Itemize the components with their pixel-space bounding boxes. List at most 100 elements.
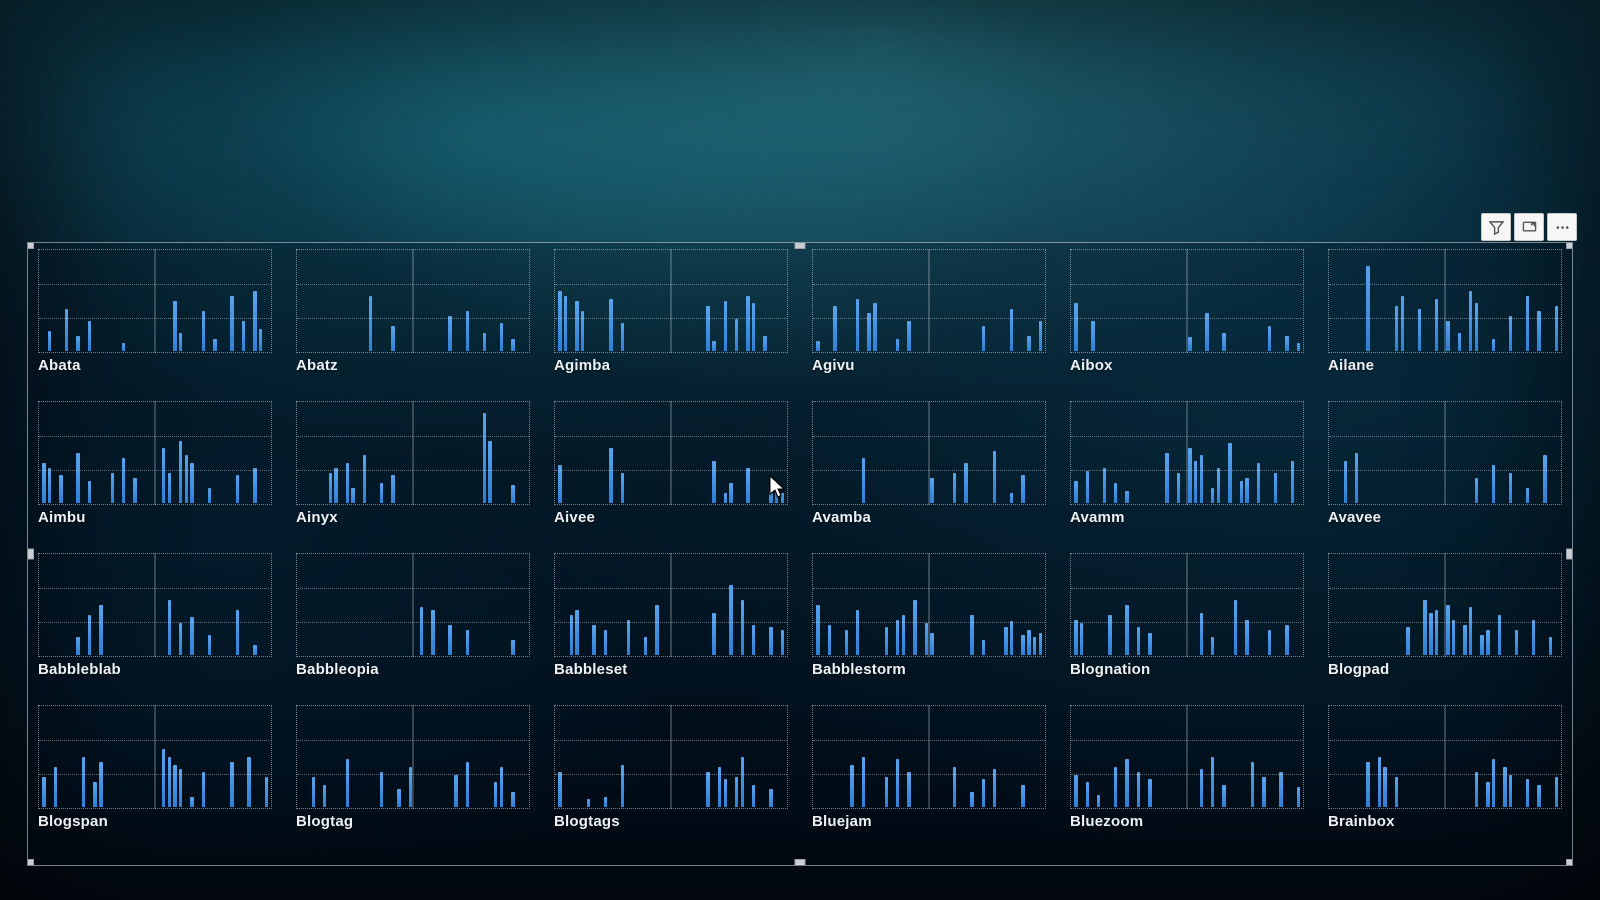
chart-cell[interactable]: Blogtag <box>296 705 530 841</box>
bar <box>483 413 486 503</box>
bar <box>1194 461 1197 503</box>
bar <box>862 757 865 807</box>
chart-cell[interactable]: Babblestorm <box>812 553 1046 689</box>
chart-cell[interactable]: Babbleset <box>554 553 788 689</box>
bar <box>88 321 91 351</box>
bar <box>323 785 326 807</box>
bar <box>190 797 193 807</box>
panel-scroll-area[interactable]: AbataAbatzAgimbaAgivuAiboxAilane AimbuAin… <box>28 243 1572 865</box>
mini-bar-chart <box>1328 705 1562 809</box>
bar <box>1458 333 1461 351</box>
bar-series <box>1331 555 1559 655</box>
bar <box>581 311 584 351</box>
chart-plot-area <box>812 401 1046 505</box>
chart-cell[interactable]: Avamba <box>812 401 1046 537</box>
bar <box>168 600 171 655</box>
bar-series <box>299 555 527 655</box>
small-multiples-panel[interactable]: AbataAbatzAgimbaAgivuAiboxAilane AimbuAin… <box>27 242 1573 866</box>
bar <box>724 493 727 503</box>
chart-cell[interactable]: Babbleblab <box>38 553 272 689</box>
bar-series <box>299 403 527 503</box>
focus-icon <box>1522 220 1537 235</box>
chart-cell[interactable]: Babbleopia <box>296 553 530 689</box>
mini-bar-chart <box>296 249 530 353</box>
bar-series <box>299 707 527 807</box>
resize-handle-bc[interactable] <box>795 859 806 866</box>
chart-cell[interactable]: Ailane <box>1328 249 1562 385</box>
bar <box>706 772 709 807</box>
chart-plot-area <box>296 249 530 353</box>
chart-cell[interactable]: Blognation <box>1070 553 1304 689</box>
bar-series <box>41 251 269 351</box>
resize-handle-tc[interactable] <box>795 242 806 249</box>
resize-handle-lc[interactable] <box>27 549 34 560</box>
chart-cell[interactable]: Blogpad <box>1328 553 1562 689</box>
resize-handle-tr[interactable] <box>1566 242 1573 249</box>
chart-cell[interactable]: Bluejam <box>812 705 1046 841</box>
bar <box>122 343 125 351</box>
bar <box>1108 615 1111 655</box>
chart-cell[interactable]: Avamm <box>1070 401 1304 537</box>
bar <box>1262 777 1265 807</box>
chart-plot-area <box>38 553 272 657</box>
chart-plot-area <box>812 553 1046 657</box>
chart-cell[interactable]: Avavee <box>1328 401 1562 537</box>
focus-mode-button[interactable] <box>1514 213 1544 241</box>
bar <box>1406 627 1409 655</box>
bar <box>982 640 985 655</box>
bar <box>1297 787 1300 807</box>
bar <box>862 458 865 503</box>
chart-label: Bluejam <box>812 813 1046 830</box>
bar <box>1021 635 1024 655</box>
resize-handle-tl[interactable] <box>27 242 34 249</box>
chart-cell[interactable]: Abata <box>38 249 272 385</box>
bar <box>885 627 888 655</box>
bar <box>179 769 182 807</box>
bar <box>1492 339 1495 351</box>
bar-series <box>557 555 785 655</box>
bar <box>907 321 910 351</box>
mini-bar-chart <box>38 249 272 353</box>
bar <box>1537 311 1540 351</box>
chart-cell[interactable]: Aivee <box>554 401 788 537</box>
chart-cell[interactable]: Agimba <box>554 249 788 385</box>
bar <box>1452 620 1455 655</box>
bar <box>1010 493 1013 503</box>
chart-cell[interactable]: Aibox <box>1070 249 1304 385</box>
bar <box>885 777 888 807</box>
resize-handle-rc[interactable] <box>1566 549 1573 560</box>
bar <box>816 605 819 655</box>
bar <box>1080 623 1083 655</box>
bar <box>1486 630 1489 655</box>
mini-bar-chart <box>554 553 788 657</box>
resize-handle-bl[interactable] <box>27 859 34 866</box>
bar <box>208 635 211 655</box>
bar <box>896 339 899 351</box>
chart-cell[interactable]: Agivu <box>812 249 1046 385</box>
chart-cell[interactable]: Bluezoom <box>1070 705 1304 841</box>
bar <box>718 767 721 807</box>
filter-button[interactable] <box>1481 213 1511 241</box>
chart-cell[interactable]: Ainyx <box>296 401 530 537</box>
chart-cell[interactable]: Aimbu <box>38 401 272 537</box>
chart-cell[interactable]: Brainbox <box>1328 705 1562 841</box>
chart-cell[interactable]: Abatz <box>296 249 530 385</box>
bar <box>1097 795 1100 807</box>
bar <box>845 630 848 655</box>
more-options-button[interactable] <box>1547 213 1577 241</box>
bar <box>1205 313 1208 351</box>
bar <box>1486 782 1489 807</box>
bar <box>712 613 715 655</box>
bar <box>208 488 211 503</box>
bar <box>1200 769 1203 807</box>
chart-cell[interactable]: Blogtags <box>554 705 788 841</box>
bar <box>621 765 624 807</box>
bar <box>1469 607 1472 655</box>
bar <box>1297 343 1300 351</box>
chart-plot-area <box>1328 401 1562 505</box>
bar <box>833 306 836 351</box>
bar <box>1074 481 1077 503</box>
bar <box>1475 772 1478 807</box>
resize-handle-br[interactable] <box>1566 859 1573 866</box>
chart-cell[interactable]: Blogspan <box>38 705 272 841</box>
